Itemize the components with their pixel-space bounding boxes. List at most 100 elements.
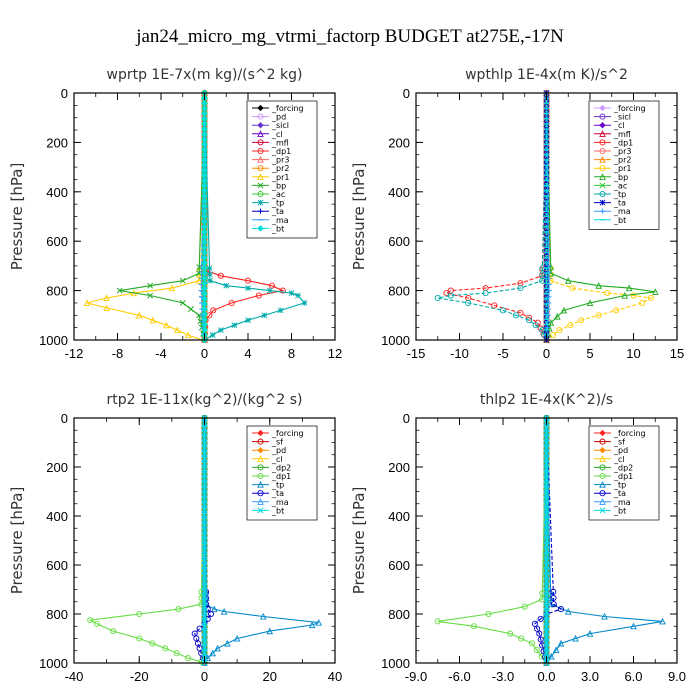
series-marker <box>564 607 572 615</box>
series-marker <box>543 466 550 472</box>
x-tick-label: 0.0 <box>537 669 555 684</box>
legend: _forcing_sicl_cl_mfl_dp1_pr3_pr2_pr1_bp_… <box>588 100 660 230</box>
series-pr1 <box>83 92 206 341</box>
legend-entry: _pd <box>613 446 628 455</box>
legend-entry: _bp <box>613 173 628 182</box>
legend-entry: _bt <box>271 224 284 233</box>
legend-marker <box>257 147 264 155</box>
series-tp <box>545 417 666 664</box>
series-marker <box>604 290 611 297</box>
y-tick-label: 0 <box>403 86 410 101</box>
y-tick-label: 800 <box>388 607 410 622</box>
legend-entry: _dp1 <box>271 147 291 156</box>
x-tick-label: 0 <box>201 346 208 361</box>
y-tick-label: 600 <box>46 558 68 573</box>
series-marker <box>543 425 550 432</box>
legend-entry: _forcing <box>271 104 304 113</box>
series-marker <box>233 634 241 642</box>
y-tick-label: 800 <box>46 284 68 299</box>
series-marker <box>149 640 156 647</box>
series-marker <box>543 563 550 569</box>
series-marker <box>485 610 492 618</box>
x-tick-label: 15 <box>670 346 684 361</box>
legend-entry: _ac <box>271 190 285 199</box>
legend-box <box>588 100 660 230</box>
series-bp <box>116 92 207 341</box>
series-line <box>194 417 212 664</box>
series-marker <box>147 282 154 289</box>
series-marker <box>201 593 208 600</box>
series-marker <box>136 610 143 618</box>
y-tick-label: 600 <box>46 234 68 249</box>
legend-marker <box>599 113 606 120</box>
series-marker <box>301 300 308 306</box>
series-marker <box>539 277 546 284</box>
series-marker <box>543 512 550 518</box>
series-marker <box>543 624 550 631</box>
series-marker <box>201 471 208 478</box>
series-line <box>203 92 306 341</box>
series-marker <box>526 314 533 321</box>
legend-marker <box>257 480 264 488</box>
legend-marker <box>257 173 264 180</box>
series-marker <box>549 332 557 339</box>
series-marker <box>434 618 441 625</box>
x-tick-label: 10 <box>626 346 640 361</box>
series-marker <box>217 272 224 279</box>
series-marker <box>179 277 186 284</box>
series-marker <box>547 263 555 271</box>
series-marker <box>201 522 208 529</box>
legend-marker <box>599 480 606 488</box>
series-pr1 <box>545 92 654 341</box>
legend-marker <box>257 447 264 454</box>
legend-marker <box>257 165 264 172</box>
x-tick-label: 12 <box>328 346 342 361</box>
series-marker <box>201 619 208 626</box>
series-marker <box>209 649 216 657</box>
y-tick-label: 200 <box>388 460 410 475</box>
x-tick-label: 3.0 <box>581 669 599 684</box>
series-marker <box>513 312 520 319</box>
legend-marker <box>599 147 606 155</box>
x-tick-label: 4 <box>244 346 251 361</box>
series-marker <box>543 522 550 529</box>
legend: _forcing_sf_pd_cl_dp2_dp1_tp_ta_ma_bt <box>246 425 318 521</box>
series-bt <box>201 89 208 344</box>
series-marker <box>201 624 208 631</box>
series-marker <box>625 284 633 292</box>
legend-marker <box>599 464 606 471</box>
series-marker <box>554 312 561 320</box>
series-marker <box>201 425 208 432</box>
legend-marker <box>599 429 606 437</box>
series-marker <box>201 527 208 534</box>
legend-marker <box>599 438 606 445</box>
series-marker <box>175 606 182 613</box>
legend-marker <box>599 208 606 214</box>
y-tick-label: 0 <box>61 411 68 426</box>
y-tick-label: 800 <box>46 607 68 622</box>
series-marker <box>621 291 629 299</box>
legend-marker <box>599 130 606 137</box>
legend-entry: _ac <box>613 181 627 190</box>
legend: _forcing_pd_sicl_cl_mfl_dp1_pr3_pr2_pr1_… <box>246 100 318 239</box>
x-tick-label: -9.0 <box>405 669 427 684</box>
series-marker <box>201 614 208 621</box>
series-marker <box>543 552 550 559</box>
series-marker <box>601 612 608 620</box>
legend-marker <box>599 472 606 480</box>
series-marker <box>201 481 208 488</box>
series-marker <box>201 486 208 493</box>
series-tp <box>203 92 308 341</box>
legend-marker <box>257 122 264 129</box>
series-marker <box>550 588 557 595</box>
legend-entry: _sf <box>271 438 283 447</box>
series-marker <box>201 573 208 580</box>
series-marker <box>521 603 528 610</box>
series-marker <box>201 542 208 549</box>
series-marker <box>543 491 550 498</box>
legend-marker <box>257 464 264 471</box>
x-tick-label: 0 <box>543 346 550 361</box>
y-tick-label: 1000 <box>381 656 410 671</box>
x-tick-label: -5 <box>497 346 509 361</box>
series-marker <box>179 299 186 306</box>
